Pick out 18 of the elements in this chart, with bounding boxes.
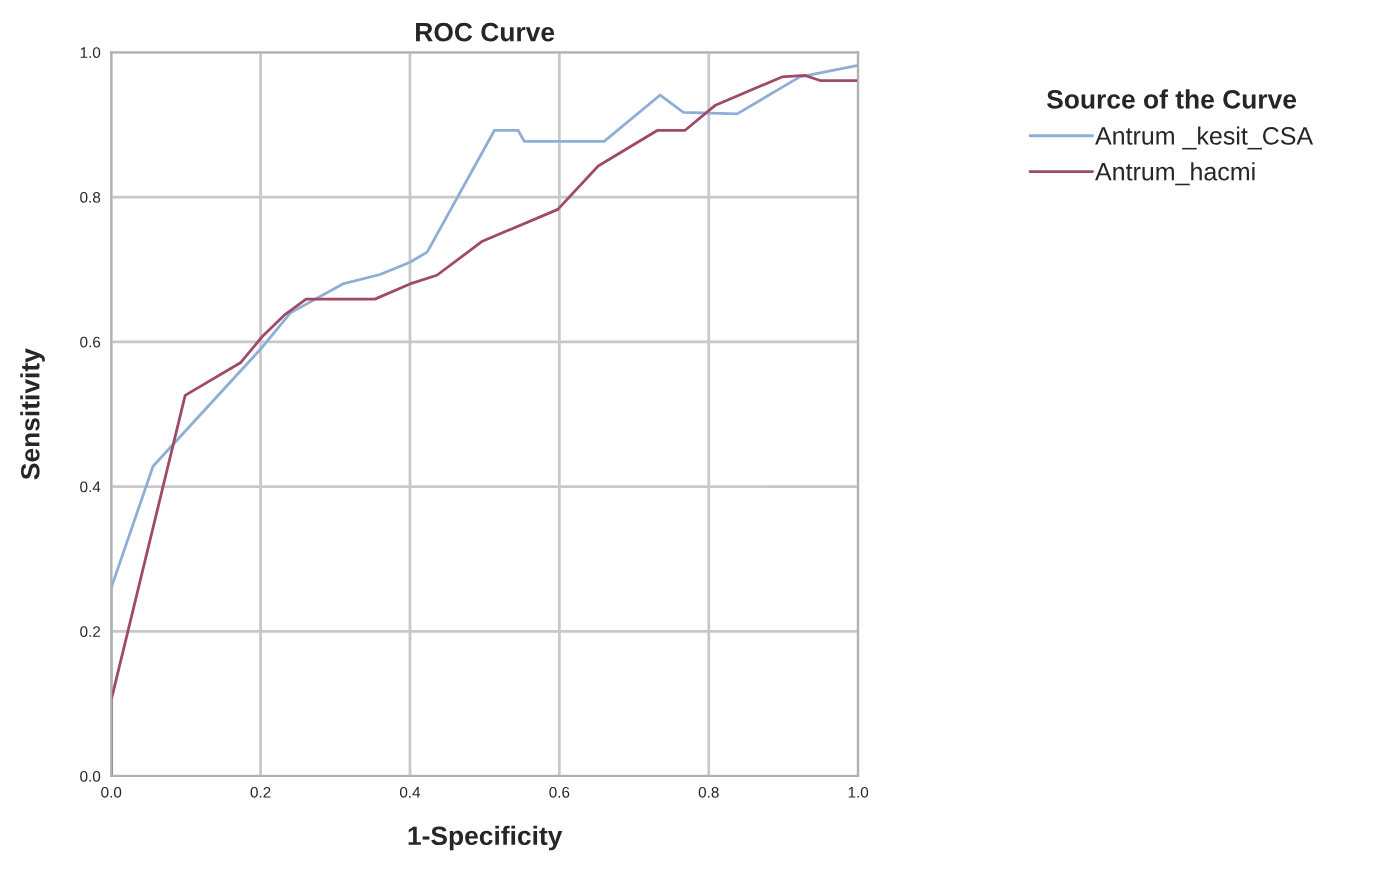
- y-axis-title: Sensitivity: [20, 348, 45, 480]
- legend-label: Antrum_hacmi: [1095, 162, 1255, 186]
- x-tick-label: 0.0: [101, 786, 122, 798]
- y-tick-label: 0.2: [80, 626, 101, 638]
- y-tick-label: 0.8: [80, 191, 101, 203]
- y-tick-label: 0.4: [80, 481, 101, 493]
- x-tick-label: 0.6: [549, 786, 570, 798]
- x-tick-label: 0.4: [399, 786, 421, 798]
- y-tick-label: 1.0: [80, 47, 101, 59]
- y-tick-label: 0.6: [80, 336, 101, 348]
- x-tick-label: 0.8: [698, 786, 719, 798]
- legend-label: Antrum _kesit_CSA: [1095, 126, 1314, 150]
- x-axis-title: 1-Specificity: [408, 825, 563, 851]
- x-tick-label: 0.2: [250, 786, 271, 798]
- chart-title: ROC Curve: [416, 22, 555, 42]
- legend-title: Source of the Curve: [1046, 89, 1297, 109]
- y-tick-label: 0.0: [80, 770, 101, 782]
- x-tick-label: 1.0: [848, 786, 869, 798]
